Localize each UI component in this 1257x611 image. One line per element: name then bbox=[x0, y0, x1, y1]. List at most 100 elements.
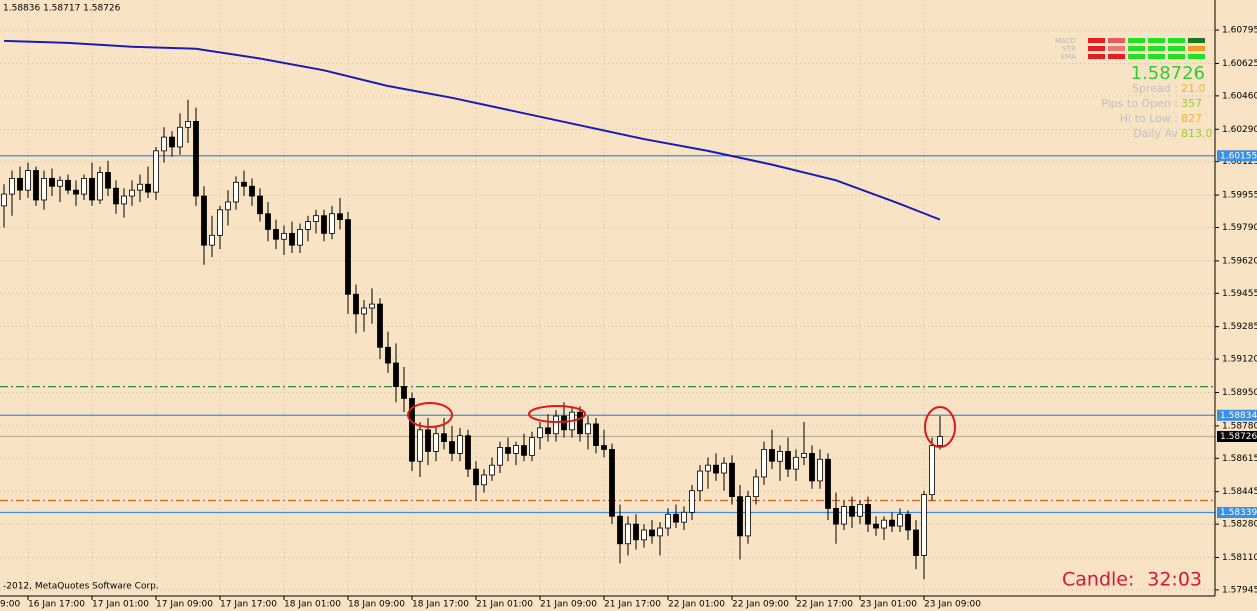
candle-body bbox=[73, 189, 79, 195]
y-tick-label: 1.59455 bbox=[1222, 289, 1257, 299]
candle-body bbox=[833, 507, 839, 525]
candle-body bbox=[417, 429, 423, 462]
candle-body bbox=[137, 183, 143, 191]
indicator-block bbox=[1088, 54, 1105, 59]
candle-body bbox=[1, 193, 7, 207]
candle-body bbox=[585, 423, 591, 435]
candle-body bbox=[937, 436, 943, 446]
candle-body bbox=[649, 529, 655, 537]
candle-body bbox=[433, 433, 439, 452]
y-tick-label: 1.60625 bbox=[1222, 59, 1257, 69]
price-level-label: 1.58834 bbox=[1220, 411, 1257, 421]
x-tick-label: 22 Jan 09:00 bbox=[732, 600, 789, 610]
candle-body bbox=[913, 529, 919, 556]
candle-body bbox=[265, 213, 271, 230]
indicator-block bbox=[1188, 46, 1205, 51]
y-tick-label: 1.57945 bbox=[1222, 585, 1257, 595]
panel-price: 1.58726 bbox=[1131, 63, 1205, 84]
candle-body bbox=[745, 496, 751, 537]
candle-body bbox=[593, 423, 599, 446]
indicator-block bbox=[1168, 38, 1185, 43]
panel-label: Spread : bbox=[1132, 82, 1178, 95]
price-level-tag bbox=[1217, 430, 1257, 442]
candle-body bbox=[345, 219, 351, 295]
candle-body bbox=[817, 458, 823, 482]
candle-body bbox=[105, 172, 111, 189]
candle-body bbox=[633, 523, 639, 541]
candle-body bbox=[641, 529, 647, 541]
y-tick-label: 1.58110 bbox=[1222, 553, 1257, 563]
price-level-tag bbox=[1217, 150, 1257, 162]
candle-body bbox=[849, 506, 855, 517]
x-tick-label: 18 Jan 17:00 bbox=[412, 600, 469, 610]
candle-body bbox=[217, 209, 223, 236]
y-tick-label: 1.58615 bbox=[1222, 454, 1257, 464]
candle-body bbox=[41, 177, 47, 201]
candle-body bbox=[601, 445, 607, 450]
candle-body bbox=[409, 397, 415, 462]
candle-body bbox=[161, 136, 167, 152]
candle-body bbox=[825, 458, 831, 509]
x-tick-label: 16 Jan 17:00 bbox=[28, 600, 85, 610]
candle-body bbox=[313, 215, 319, 222]
candle-body bbox=[329, 213, 335, 234]
candle-body bbox=[425, 429, 431, 452]
candle-body bbox=[761, 449, 767, 478]
x-tick-label: 22 Jan 17:00 bbox=[796, 600, 853, 610]
indicator-block bbox=[1128, 38, 1145, 43]
candle-body bbox=[457, 435, 463, 454]
indicator-block bbox=[1188, 38, 1205, 43]
footer: -2012, MetaQuotes Software Corp. bbox=[3, 582, 159, 592]
plot bbox=[0, 0, 1215, 596]
candle-body bbox=[489, 464, 495, 476]
y-tick-label: 1.59620 bbox=[1222, 256, 1257, 266]
indicator-block bbox=[1108, 54, 1125, 59]
candle-body bbox=[897, 513, 903, 527]
x-tick-label: 21 Jan 01:00 bbox=[476, 600, 533, 610]
candle-body bbox=[665, 513, 671, 529]
indicator-block bbox=[1148, 46, 1165, 51]
price-level-tag bbox=[1217, 507, 1257, 519]
candle-body bbox=[361, 307, 367, 315]
candle-body bbox=[169, 136, 175, 148]
x-tick-label: 17 Jan 09:00 bbox=[156, 600, 213, 610]
candle-body bbox=[801, 452, 807, 458]
candle-body bbox=[465, 435, 471, 470]
x-tick-label: 9:00 bbox=[0, 600, 20, 610]
candle-body bbox=[777, 451, 783, 462]
x-tick-label: 21 Jan 17:00 bbox=[604, 600, 661, 610]
candle-body bbox=[297, 229, 303, 246]
price-level-tag bbox=[1217, 409, 1257, 421]
x-tick-label: 22 Jan 01:00 bbox=[668, 600, 725, 610]
indicator-block bbox=[1108, 46, 1125, 51]
candle-body bbox=[25, 170, 31, 191]
annotation-ellipse bbox=[924, 406, 956, 448]
candle-body bbox=[753, 476, 759, 498]
panel-label: Daily Av bbox=[1133, 127, 1178, 140]
price-level-label: 1.60155 bbox=[1220, 151, 1257, 161]
y-tick-label: 1.59120 bbox=[1222, 355, 1257, 365]
candle-body bbox=[865, 504, 871, 525]
panel-value: 21.0 bbox=[1181, 82, 1206, 95]
candle-body bbox=[857, 504, 863, 517]
candle-body bbox=[681, 511, 687, 523]
candle-body bbox=[49, 177, 55, 187]
candle-body bbox=[441, 433, 447, 442]
candle-body bbox=[673, 513, 679, 523]
candle-body bbox=[617, 515, 623, 545]
candle-body bbox=[713, 464, 719, 474]
candle-body bbox=[185, 121, 191, 128]
candle-body bbox=[89, 177, 95, 201]
candle-body bbox=[393, 362, 399, 387]
candle-body bbox=[369, 303, 375, 309]
candle-body bbox=[449, 441, 455, 454]
x-tick-label: 18 Jan 01:00 bbox=[284, 600, 341, 610]
candle-body bbox=[305, 221, 311, 230]
candle-body bbox=[201, 195, 207, 246]
y-tick-label: 1.60290 bbox=[1222, 125, 1257, 135]
candle-body bbox=[153, 150, 159, 193]
candle-body bbox=[113, 187, 119, 205]
candle-body bbox=[529, 437, 535, 456]
